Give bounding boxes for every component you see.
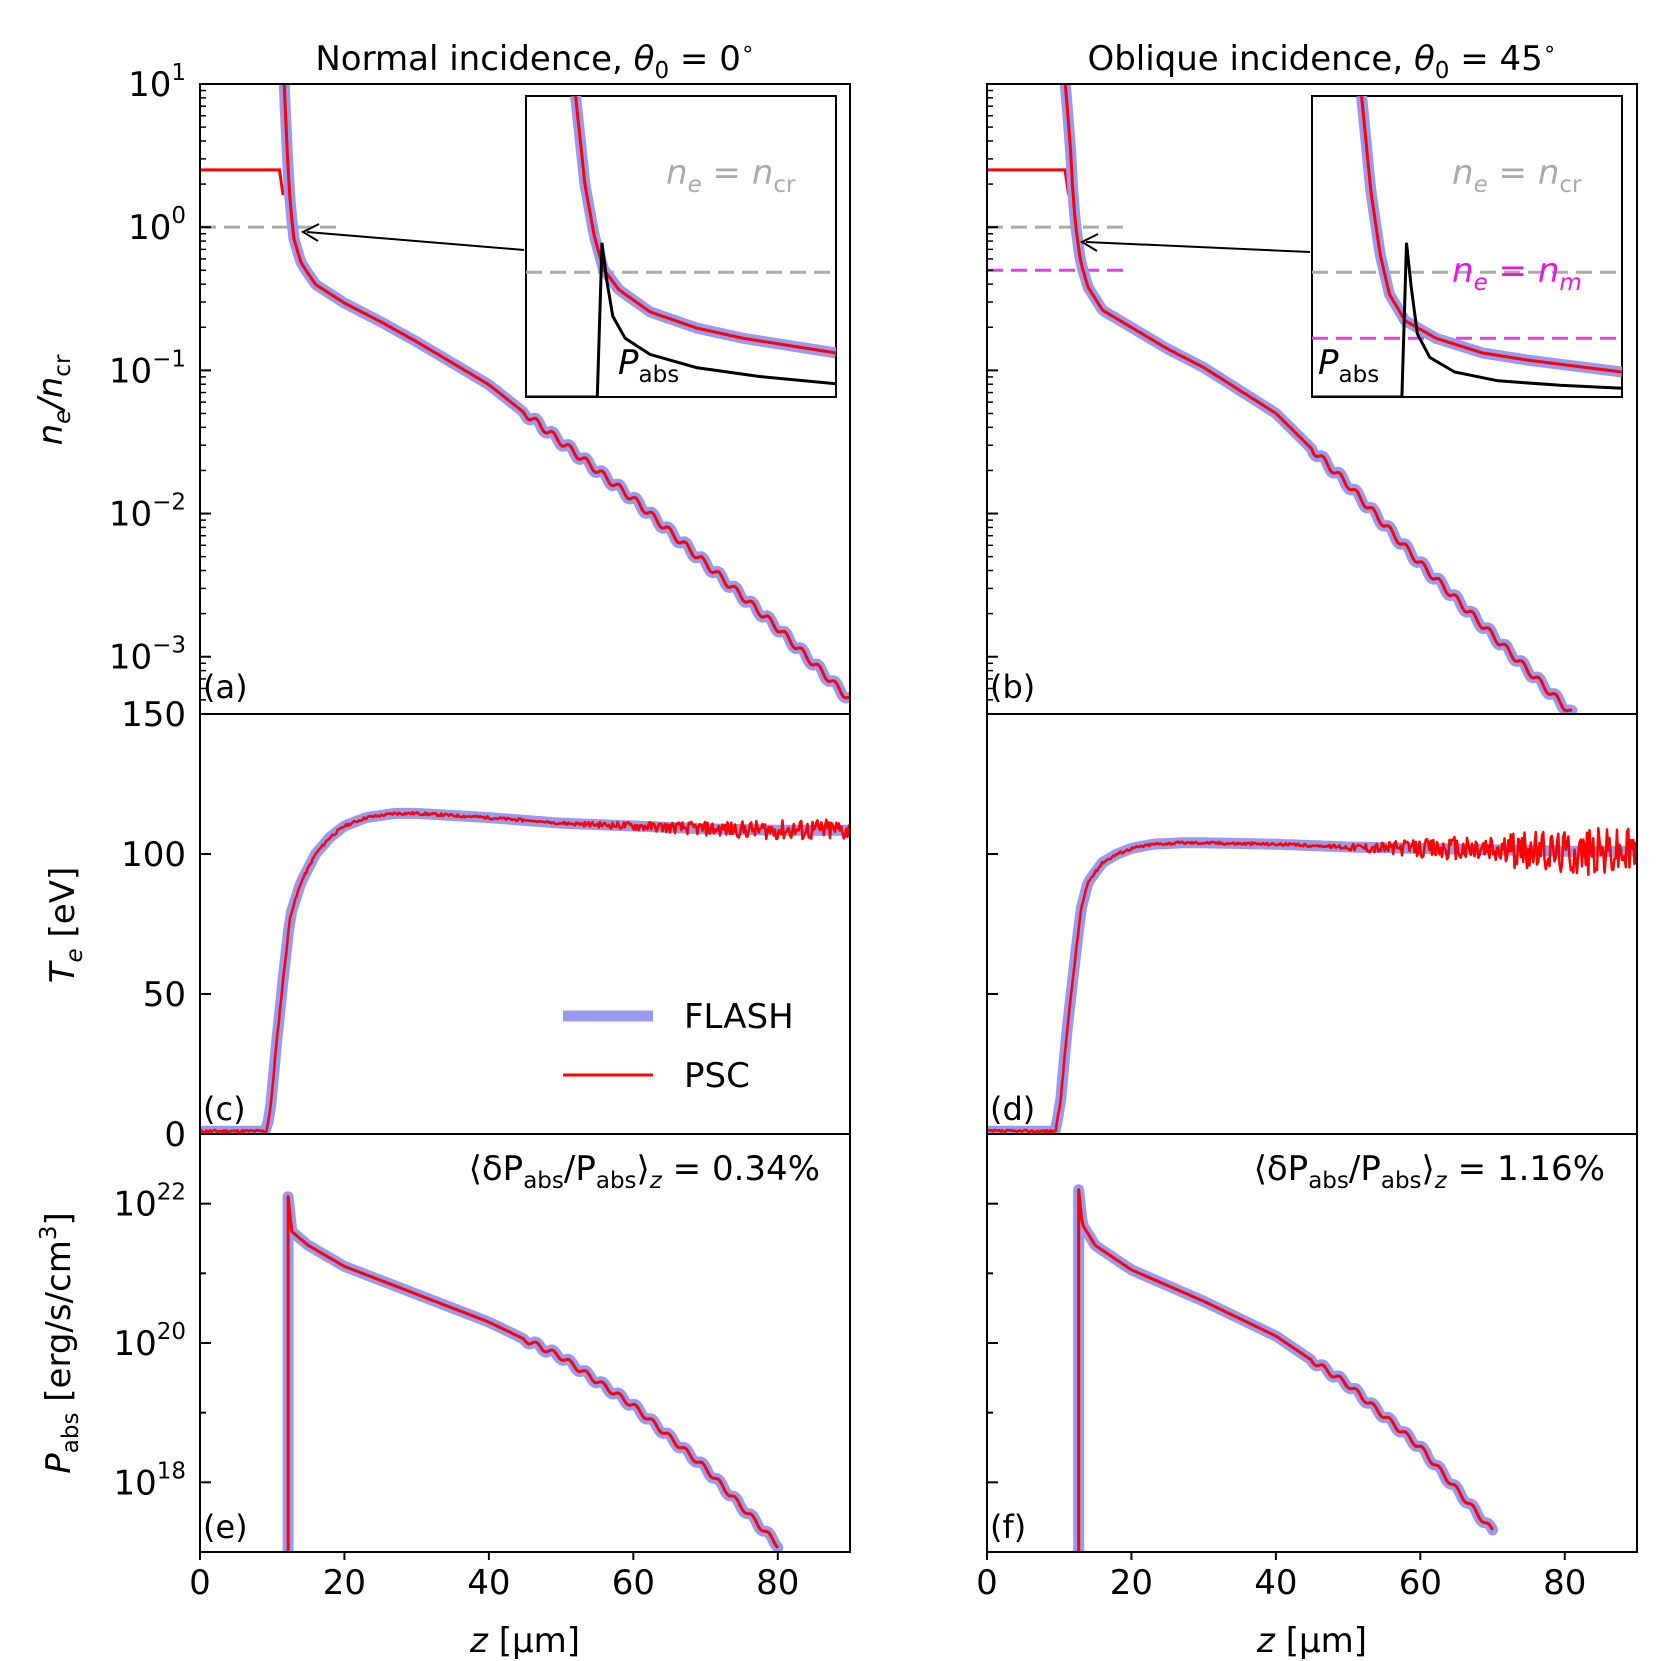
- x-tick-label: 80: [1543, 1563, 1586, 1603]
- y-tick-label: 100: [121, 835, 186, 875]
- y-tick-label: 1020: [113, 1319, 186, 1364]
- inset-pabs-curve-a: [526, 242, 836, 397]
- y-tick-label: 1018: [113, 1458, 186, 1503]
- y-label-pabs: Pabs [erg/s/cm3]: [36, 1212, 84, 1474]
- axes-frame-f: [986, 1133, 1638, 1553]
- panel-label-e: (e): [203, 1508, 248, 1546]
- title-right: Oblique incidence, θ0 = 45∘: [1087, 37, 1556, 84]
- y-tick-label: 1022: [113, 1180, 186, 1225]
- panel-label-b: (b): [990, 668, 1035, 706]
- legend-psc-label: PSC: [684, 1056, 750, 1096]
- legend-flash-label: FLASH: [684, 997, 794, 1037]
- y-tick-label: 0: [164, 1115, 186, 1155]
- panel-a: 101 100 10−1 10−2 10−3 (a) ne = ncr Pabs: [109, 60, 851, 715]
- inset-ncr-label-a: ne = ncr: [666, 153, 796, 198]
- inset-psc-curve-a: [574, 96, 836, 355]
- inset-pabs-label-b: Pabs: [1318, 343, 1379, 388]
- psc-plateau-a: [200, 168, 285, 196]
- inset-pabs-curve-b: [1312, 242, 1622, 397]
- inset-pabs-label-a: Pabs: [618, 343, 679, 388]
- rel-dev-e: ⟨δPabs/Pabs⟩z = 0.34%: [469, 1149, 820, 1194]
- y-tick-label: 10−3: [109, 633, 186, 678]
- x-tick-label: 60: [1399, 1563, 1442, 1603]
- x-label-left: z [μm]: [469, 1621, 580, 1661]
- title-left: Normal incidence, θ0 = 0∘: [315, 37, 754, 84]
- flash-curve-e: [282, 1191, 784, 1552]
- inset-arrow-a: [306, 231, 525, 251]
- flash-curve-d: [987, 837, 1637, 1134]
- y-ticks-c: 0 50 100 150: [121, 695, 211, 1155]
- x-tick-label: 20: [323, 1563, 366, 1603]
- y-label-te: Te [eV]: [43, 867, 88, 983]
- inset-arrowhead-b: [1079, 233, 1099, 252]
- x-label-right: z [μm]: [1256, 1621, 1367, 1661]
- panel-label-c: (c): [203, 1090, 246, 1128]
- panel-label-f: (f): [990, 1508, 1026, 1546]
- rel-dev-f: ⟨δPabs/Pabs⟩z = 1.16%: [1254, 1149, 1605, 1194]
- flash-curve-f: [1073, 1184, 1499, 1552]
- psc-curve-d: [987, 827, 1637, 1134]
- inset-ncr-label-b: ne = ncr: [1452, 153, 1582, 198]
- inset-nm-label-b: ne = nm: [1452, 251, 1582, 296]
- y-label-ne: ne/ncr: [31, 354, 76, 445]
- inset-arrow-b: [1085, 241, 1311, 253]
- psc-curve-c: [200, 810, 850, 1134]
- x-tick-label: 20: [1110, 1563, 1153, 1603]
- psc-curve-a: [282, 84, 850, 700]
- y-tick-label: 50: [143, 975, 186, 1015]
- flash-curve-c: [200, 807, 850, 1134]
- x-tick-label: 60: [612, 1563, 655, 1603]
- inset-arrowhead-a: [300, 223, 320, 242]
- panel-label-d: (d): [990, 1090, 1035, 1128]
- y-ticks-f: [987, 1133, 998, 1553]
- x-tick-label: 80: [756, 1563, 799, 1603]
- inset-frame-a: [525, 95, 837, 398]
- psc-plateau-b: [987, 168, 1071, 196]
- axes-frame-c: [199, 713, 851, 1135]
- axes-frame-e: [199, 1133, 851, 1553]
- y-ticks-e: 1022 1020 1018: [113, 1133, 211, 1553]
- y-tick-label: 100: [128, 203, 186, 248]
- y-tick-label: 101: [128, 60, 186, 105]
- psc-curve-e: [286, 1195, 779, 1552]
- y-tick-label: 10−2: [109, 490, 186, 535]
- x-ticks-e: 0 20 40 60 80: [189, 1552, 799, 1603]
- panel-b: (b) ne = ncr ne = nm Pabs: [986, 83, 1638, 715]
- panel-d: (d): [986, 713, 1638, 1135]
- y-ticks-d: [987, 713, 998, 1135]
- psc-curve-b: [1063, 84, 1573, 713]
- x-tick-label: 0: [189, 1563, 211, 1603]
- panel-f: 0 20 40 60 80 (f) ⟨δPabs/Pabs⟩z = 1.16%: [976, 1133, 1638, 1603]
- panel-e: 1022 1020 1018 0 20 40 60 80 (e) ⟨δPabs/Pabs⟩z…: [113, 1133, 851, 1603]
- y-tick-label: 10−1: [109, 346, 186, 391]
- y-tick-label: 150: [121, 695, 186, 735]
- psc-curve-f: [1077, 1188, 1494, 1552]
- panel-label-a: (a): [203, 668, 248, 706]
- x-tick-label: 0: [976, 1563, 998, 1603]
- legend: FLASH PSC: [563, 997, 794, 1096]
- panel-c: 0 50 100 150 (c) FLASH PSC: [121, 695, 851, 1155]
- y-ticks-a: 101 100 10−1 10−2 10−3: [109, 60, 211, 678]
- x-tick-label: 40: [467, 1563, 510, 1603]
- x-tick-label: 40: [1254, 1563, 1297, 1603]
- x-ticks-f: 0 20 40 60 80: [976, 1552, 1586, 1603]
